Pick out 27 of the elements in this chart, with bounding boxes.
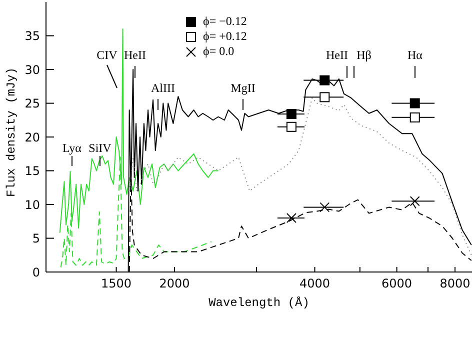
x-axis-title: Wavelength (Å) [208,296,310,310]
annotation: SiIV [88,141,112,155]
y-tick-label: 35 [24,29,40,44]
y-tick-label: 30 [24,62,40,77]
legend-label: ϕ= +0.12 [203,29,247,44]
x-tick-label: 1500 [100,276,132,291]
y-tick-label: 25 [24,96,40,111]
annotation: Lyα [62,141,82,155]
x-tick-label: 4000 [299,276,330,291]
annotation: HeII [326,48,348,62]
y-tick-label: 0 [32,265,40,280]
x-tick-label: 8000 [440,276,470,291]
x-tick-label: 6000 [382,276,412,291]
annotation: CIV [96,48,118,62]
annotation: HeII [124,48,146,62]
legend-label: ϕ= −0.12 [203,14,247,29]
annotation: Hα [408,48,424,62]
annotation: AlIII [151,81,175,95]
y-axis-title: Flux density (mJy) [4,67,18,197]
annotation: MgII [230,81,256,95]
y-tick-label: 10 [24,198,40,212]
y-tick-label: 5 [32,232,40,246]
annotation: Hβ [356,48,372,62]
x-tick-label: 2000 [159,276,190,291]
legend-label: ϕ= 0.0 [203,44,234,59]
y-tick-label: 15 [24,164,40,178]
y-tick-label: 20 [24,130,40,144]
